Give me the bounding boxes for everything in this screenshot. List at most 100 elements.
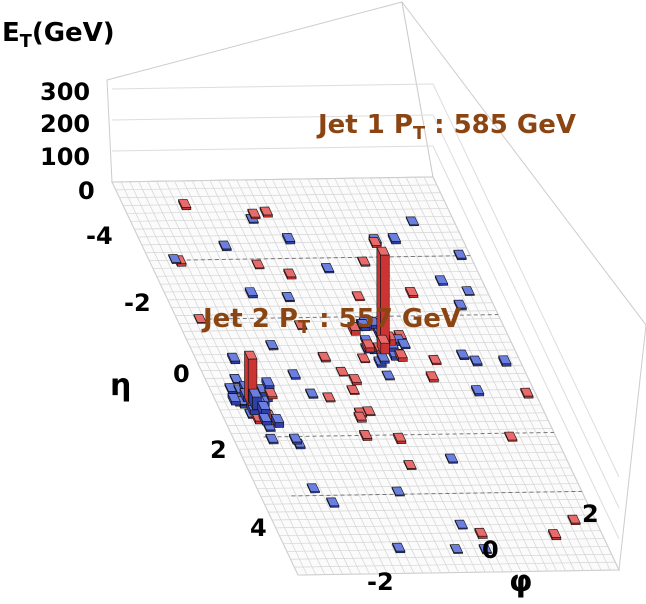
noise-tower bbox=[259, 206, 273, 218]
noise-tower bbox=[357, 256, 371, 267]
wall-grid-line bbox=[111, 114, 434, 121]
noise-tower bbox=[428, 354, 442, 366]
z-tick-label: 0 bbox=[78, 177, 95, 205]
noise-tower bbox=[474, 527, 488, 539]
noise-tower bbox=[351, 291, 365, 302]
eta-tick-label: 2 bbox=[210, 436, 227, 464]
noise-tower bbox=[359, 430, 373, 441]
grid-line bbox=[218, 180, 406, 574]
grid-line bbox=[272, 179, 459, 573]
noise-tower bbox=[335, 366, 349, 377]
back-wall bbox=[106, 1, 434, 183]
noise-tower bbox=[288, 433, 303, 445]
grid-line bbox=[111, 181, 299, 576]
noise-tower bbox=[567, 514, 581, 525]
noise-tower bbox=[320, 263, 335, 274]
noise-tower bbox=[168, 254, 182, 264]
noise-tower bbox=[453, 299, 467, 311]
grid-line bbox=[325, 178, 513, 572]
noise-tower bbox=[348, 374, 362, 386]
grid-line bbox=[245, 179, 433, 574]
noise-tower bbox=[294, 320, 308, 331]
grid-line bbox=[316, 178, 504, 572]
wall-grid-line bbox=[111, 145, 434, 152]
grid-line bbox=[227, 180, 415, 574]
eta-tick-label: -2 bbox=[124, 289, 151, 317]
noise-tower bbox=[520, 387, 534, 399]
phi-tick-label: 0 bbox=[482, 536, 499, 564]
noise-tower bbox=[504, 431, 518, 442]
phi-axis-label: φ bbox=[509, 564, 533, 599]
boundary-line bbox=[179, 255, 471, 261]
grid-line bbox=[147, 181, 334, 575]
noise-tower bbox=[226, 352, 241, 365]
jet-cluster-tower bbox=[264, 388, 278, 400]
noise-tower bbox=[454, 519, 468, 530]
grid-line bbox=[414, 177, 602, 571]
grid-line bbox=[129, 181, 317, 575]
noise-tower bbox=[547, 529, 562, 541]
noise-tower bbox=[317, 351, 331, 363]
noise-tower bbox=[265, 433, 279, 445]
noise-tower bbox=[461, 286, 475, 296]
grid-line bbox=[120, 181, 308, 576]
noise-tower bbox=[251, 259, 265, 270]
grid-line bbox=[281, 179, 468, 573]
grid-line bbox=[290, 179, 477, 573]
noise-tower bbox=[326, 497, 340, 508]
z-axis-label: ET(GeV) bbox=[2, 18, 115, 52]
grid-line bbox=[397, 177, 584, 571]
grid-line bbox=[165, 181, 352, 575]
noise-tower bbox=[281, 292, 295, 303]
noise-tower bbox=[391, 542, 406, 554]
energy-tower bbox=[258, 413, 272, 426]
noise-tower bbox=[405, 216, 419, 227]
noise-tower bbox=[306, 483, 320, 494]
energy-tower bbox=[376, 334, 390, 355]
z-tick-label: 300 bbox=[40, 78, 91, 106]
noise-tower bbox=[193, 314, 207, 324]
wall-grid-line bbox=[432, 145, 620, 540]
jet-cluster-tower bbox=[361, 339, 376, 353]
noise-tower bbox=[218, 240, 232, 251]
noise-tower bbox=[322, 392, 336, 403]
noise-tower bbox=[478, 544, 492, 555]
z-tick-label: 100 bbox=[40, 143, 91, 171]
noise-tower bbox=[357, 353, 371, 364]
noise-tower bbox=[425, 371, 439, 383]
grid-line bbox=[432, 176, 620, 571]
grid-line bbox=[307, 178, 495, 573]
noise-tower bbox=[346, 385, 360, 395]
noise-tower bbox=[178, 199, 192, 211]
jet-cluster-tower bbox=[227, 393, 241, 406]
noise-tower bbox=[368, 237, 382, 248]
phi-tick-label: -2 bbox=[367, 568, 394, 596]
noise-tower bbox=[362, 406, 376, 417]
noise-tower bbox=[444, 453, 459, 464]
grid-line bbox=[370, 177, 557, 572]
grid-line bbox=[209, 180, 397, 574]
grid-line bbox=[183, 180, 370, 575]
jet-cluster-tower bbox=[376, 352, 390, 364]
noise-tower bbox=[403, 460, 417, 471]
grid-line bbox=[236, 179, 424, 574]
jet-cluster-tower bbox=[394, 349, 408, 362]
jet-cluster-tower bbox=[270, 413, 285, 428]
wall-grid-line bbox=[111, 83, 434, 90]
grid-line bbox=[405, 177, 593, 571]
noise-tower bbox=[470, 385, 485, 397]
wall-grid-line bbox=[432, 114, 620, 509]
noise-tower bbox=[247, 208, 261, 220]
jet2-annotation: Jet 2 PT : 557 GeV bbox=[203, 304, 461, 338]
noise-tower bbox=[453, 249, 467, 261]
noise-tower bbox=[287, 369, 301, 380]
noise-tower bbox=[305, 388, 319, 399]
boundary-line bbox=[291, 490, 582, 497]
noise-tower bbox=[265, 340, 279, 351]
jet1-annotation: Jet 1 PT : 585 GeV bbox=[318, 110, 576, 144]
eta-axis-label: η bbox=[110, 368, 132, 403]
noise-tower bbox=[281, 233, 296, 245]
noise-tower bbox=[391, 486, 405, 497]
wall-grid-line bbox=[432, 83, 620, 478]
